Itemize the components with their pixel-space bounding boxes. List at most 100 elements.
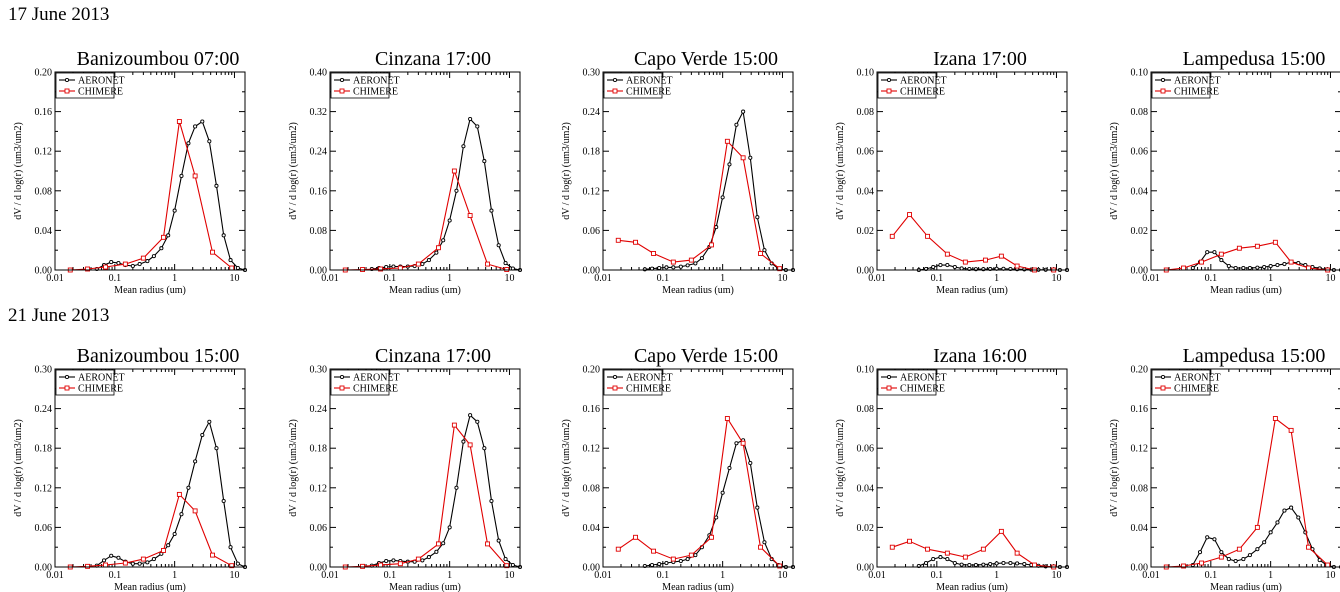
aeronet-point — [145, 560, 150, 565]
aeronet-point — [699, 256, 704, 261]
chimere-point — [1236, 546, 1242, 552]
aeronet-point — [1262, 540, 1267, 545]
chimere-point — [944, 550, 950, 556]
chimere-point — [229, 265, 235, 271]
chimere-point — [758, 251, 763, 256]
legend-label: CHIMERE — [900, 87, 945, 98]
chimere-point — [378, 562, 384, 568]
legend-box — [330, 72, 390, 99]
legend-box — [1151, 369, 1211, 396]
chimere-point — [1181, 265, 1186, 271]
legend-label: AERONET — [626, 76, 673, 87]
y-tick-label: 0.02 — [1131, 226, 1149, 237]
plot-frame — [329, 71, 521, 271]
y-tick-label: 0.30 — [310, 365, 328, 376]
y-axis-label: dV / d log(r) (um3/um2) — [13, 122, 24, 220]
y-tick-label: 0.16 — [310, 186, 328, 197]
aeronet-point — [214, 446, 219, 451]
legend-box — [603, 72, 663, 99]
plot-frame — [1150, 71, 1340, 271]
y-tick-label: 0.08 — [583, 483, 601, 494]
aeronet-point — [685, 557, 690, 562]
aeronet-point — [475, 124, 480, 129]
aeronet-line — [371, 117, 521, 271]
legend-chimere-marker — [339, 385, 345, 391]
legend-chimere-marker — [886, 385, 892, 391]
legend-label: CHIMERE — [1174, 87, 1219, 98]
aeronet-point — [172, 208, 177, 213]
y-tick-label: 0.00 — [1131, 563, 1149, 574]
plot-frame — [54, 368, 246, 568]
y-axis-label: dV / d log(r) (um3/um2) — [561, 419, 572, 517]
legend-box — [877, 369, 937, 396]
aeronet-point — [1241, 265, 1246, 271]
chimere-point — [161, 234, 166, 240]
y-tick-label: 0.00 — [857, 266, 875, 277]
chart-title: Izana 17:00 — [933, 48, 1027, 70]
chimere-point — [176, 119, 182, 124]
y-tick-label: 0.20 — [583, 365, 601, 376]
aeronet-point — [461, 439, 466, 444]
aeronet-point — [945, 557, 950, 562]
chimere-line — [617, 416, 781, 567]
y-tick-label: 0.12 — [35, 147, 53, 158]
x-axis-label: Mean radius (um) — [114, 285, 186, 296]
aeronet-point — [475, 419, 480, 424]
chimere-line — [892, 530, 1054, 568]
chimere-line — [70, 121, 233, 271]
chimere-point — [670, 556, 676, 562]
legend-chimere-marker — [612, 385, 618, 391]
y-tick-label: 0.00 — [310, 266, 328, 277]
legend-aeronet-marker — [612, 77, 618, 83]
y-tick-label: 0.00 — [857, 563, 875, 574]
aeronet-point — [468, 116, 473, 122]
aeronet-line — [371, 414, 521, 568]
legend-chimere-marker — [1160, 88, 1166, 94]
aeronet-point — [454, 188, 459, 193]
x-tick-label: 0.1 — [1205, 273, 1218, 284]
y-tick-label: 0.08 — [857, 404, 875, 415]
chimere-point — [907, 538, 912, 544]
aeronet-point — [461, 144, 466, 149]
aeronet-point — [988, 561, 993, 567]
aeronet-point — [720, 490, 725, 495]
aeronet-point — [959, 562, 964, 567]
aeronet-point — [952, 560, 957, 566]
aeronet-point — [109, 553, 114, 558]
x-tick-label: 10 — [504, 273, 514, 284]
y-axis-label: dV / d log(r) (um3/um2) — [835, 122, 846, 220]
y-tick-label: 0.02 — [857, 523, 875, 534]
aeronet-point — [200, 432, 205, 438]
y-tick-label: 0.04 — [1131, 523, 1149, 534]
y-tick-label: 0.06 — [857, 444, 875, 455]
aeronet-point — [145, 259, 150, 264]
aeronet-point — [496, 243, 501, 248]
aeronet-point — [510, 562, 515, 568]
chimere-point — [1272, 239, 1278, 245]
chimere-point — [1254, 524, 1260, 530]
x-tick-label: 0.01 — [46, 273, 64, 284]
chimere-point — [103, 562, 109, 568]
aeronet-point — [221, 498, 226, 504]
chimere-point — [1306, 265, 1311, 271]
y-tick-label: 0.02 — [857, 226, 875, 237]
legend-chimere-marker — [886, 88, 892, 94]
x-tick-label: 0.01 — [594, 570, 612, 581]
aeronet-point — [228, 258, 233, 263]
plot-frame — [329, 368, 521, 568]
aeronet-point — [1241, 557, 1246, 562]
legend-box — [1151, 72, 1211, 99]
aeronet-point — [1001, 560, 1006, 566]
legend-label: AERONET — [353, 373, 400, 384]
y-tick-label: 0.06 — [35, 523, 53, 534]
x-tick-label: 0.01 — [321, 273, 339, 284]
legend-box — [603, 369, 663, 396]
y-tick-label: 0.16 — [35, 107, 53, 118]
chimere-point — [485, 541, 490, 547]
aeronet-point — [441, 541, 446, 546]
chimere-point — [436, 541, 441, 547]
aeronet-point — [489, 208, 494, 213]
aeronet-point — [116, 261, 121, 266]
